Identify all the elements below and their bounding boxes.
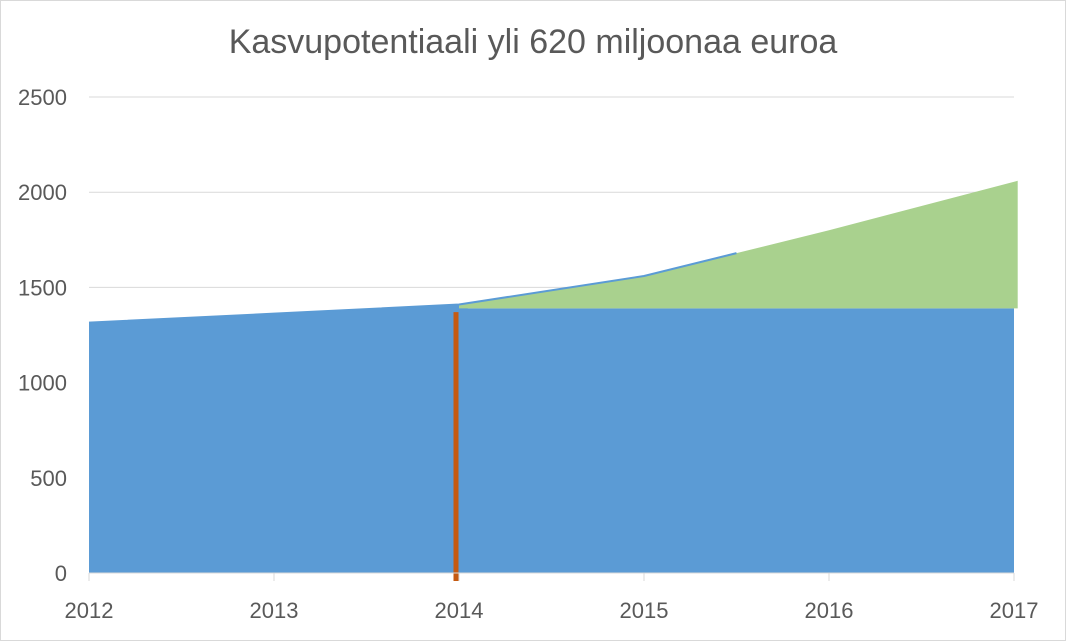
- chart-title: Kasvupotentiaali yli 620 miljoonaa euroa: [228, 23, 838, 61]
- x-tick-label-2015: 2015: [620, 598, 669, 623]
- y-tick-label-1000: 1000: [18, 371, 67, 396]
- tick-labels: 0 500 1000 1500 2000 2500 2012 2013 2014 2015 2016…: [18, 85, 1038, 623]
- y-tick-label-1500: 1500: [18, 275, 67, 300]
- area-series: [88, 180, 1018, 581]
- y-tick-label-2000: 2000: [18, 180, 67, 205]
- x-tick-label-2016: 2016: [805, 598, 854, 623]
- line-series-2: [88, 252, 737, 324]
- area-series-0: [89, 304, 1014, 573]
- area-series-1: [459, 180, 1018, 309]
- x-tick-label-2017: 2017: [990, 598, 1039, 623]
- axes: [88, 572, 1015, 581]
- x-tick-label-2012: 2012: [65, 598, 114, 623]
- y-tick-label-0: 0: [55, 561, 67, 586]
- x-tick-label-2014: 2014: [435, 598, 484, 623]
- x-tick-label-2013: 2013: [250, 598, 299, 623]
- y-tick-label-2500: 2500: [18, 85, 67, 110]
- y-tick-label-500: 500: [30, 466, 67, 491]
